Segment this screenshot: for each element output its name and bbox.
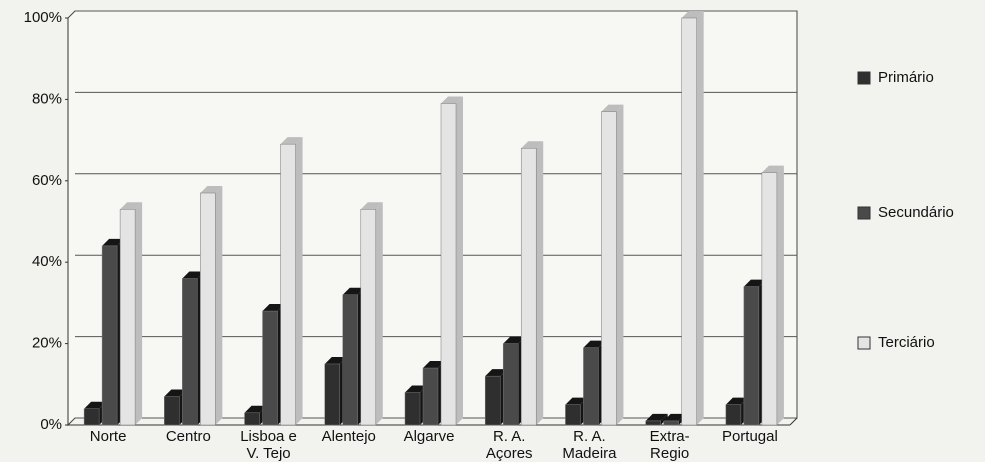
bar-top <box>503 336 526 344</box>
bar <box>244 412 260 426</box>
bar-top <box>324 356 347 364</box>
bar-top <box>565 397 588 405</box>
y-tick-label: 100% <box>24 9 62 26</box>
bar-side <box>616 104 624 426</box>
x-tick-label: Alentejo <box>321 428 376 445</box>
bar <box>502 343 519 426</box>
bar-top <box>521 141 544 149</box>
bar-top <box>164 389 187 397</box>
bar-top <box>200 186 223 194</box>
bar-top <box>663 413 686 421</box>
bar <box>101 245 118 426</box>
bar <box>342 294 359 426</box>
legend-label: Primário <box>878 69 934 86</box>
bar-top <box>583 340 606 348</box>
bar-top <box>761 165 784 173</box>
bar-side <box>215 186 223 425</box>
bar <box>645 420 661 426</box>
legend-swatch <box>857 71 871 85</box>
legend-swatch <box>857 206 871 220</box>
bar <box>182 278 198 426</box>
bar <box>743 286 760 426</box>
bar-top <box>441 96 463 104</box>
bar-side <box>776 165 784 425</box>
bar <box>484 375 501 426</box>
legend-label: Terciário <box>878 334 935 351</box>
bar <box>360 209 377 426</box>
bar <box>663 420 679 426</box>
x-tick-label: R. A. Açores <box>485 428 533 462</box>
bar-top <box>84 401 107 409</box>
x-tick-label: Norte <box>89 428 127 445</box>
bar <box>601 111 617 426</box>
bar <box>520 147 537 426</box>
y-tick-label: 60% <box>32 172 62 189</box>
y-tick-label: 0% <box>40 416 62 433</box>
x-tick-label: R. A. Madeira <box>562 428 617 462</box>
bar <box>565 404 581 426</box>
bar <box>119 209 136 426</box>
bar-top <box>743 279 766 287</box>
floor-edge <box>789 417 798 426</box>
bar-top <box>342 287 365 295</box>
bar <box>262 310 278 426</box>
bar <box>725 404 742 426</box>
bar-top <box>423 361 445 369</box>
bar <box>164 396 180 426</box>
bar-side <box>696 11 704 425</box>
x-tick-label: Portugal <box>721 428 778 445</box>
bar <box>200 192 216 426</box>
bar <box>761 172 778 426</box>
x-tick-label: Algarve <box>403 428 455 445</box>
bar-top <box>120 202 143 210</box>
bar-top <box>280 137 303 145</box>
bar-top <box>405 385 427 393</box>
x-tick-label: Extra-Regio <box>649 428 690 462</box>
bar <box>681 17 697 426</box>
bar-top <box>360 202 383 210</box>
bar-top <box>102 238 125 246</box>
y-tick-label: 20% <box>32 335 62 352</box>
legend-label: Secundário <box>878 204 954 221</box>
bar-top <box>681 11 704 18</box>
y-tick-label: 40% <box>32 253 62 270</box>
legend-swatch <box>857 336 871 350</box>
bar-top <box>725 397 748 405</box>
bar-side <box>660 413 668 425</box>
bar <box>422 367 439 426</box>
bar-top <box>645 413 668 421</box>
bar <box>440 103 457 426</box>
y-tick-label: 80% <box>32 90 62 107</box>
bar <box>280 143 296 426</box>
bar-top <box>262 304 285 312</box>
x-tick-label: Centro <box>165 428 211 445</box>
bar <box>404 392 421 426</box>
bar <box>83 408 100 426</box>
bar-side <box>456 96 463 425</box>
bar-top <box>485 369 508 377</box>
bar <box>583 347 599 426</box>
bar-side <box>536 141 544 426</box>
bar <box>324 363 341 426</box>
bar-side <box>135 202 143 425</box>
x-tick-label: Lisboa e V. Tejo <box>240 428 297 462</box>
bar-side <box>375 202 383 425</box>
bar-top <box>244 405 267 413</box>
bar-top <box>601 104 624 112</box>
bar-top <box>182 271 205 279</box>
bar-side <box>295 137 303 426</box>
